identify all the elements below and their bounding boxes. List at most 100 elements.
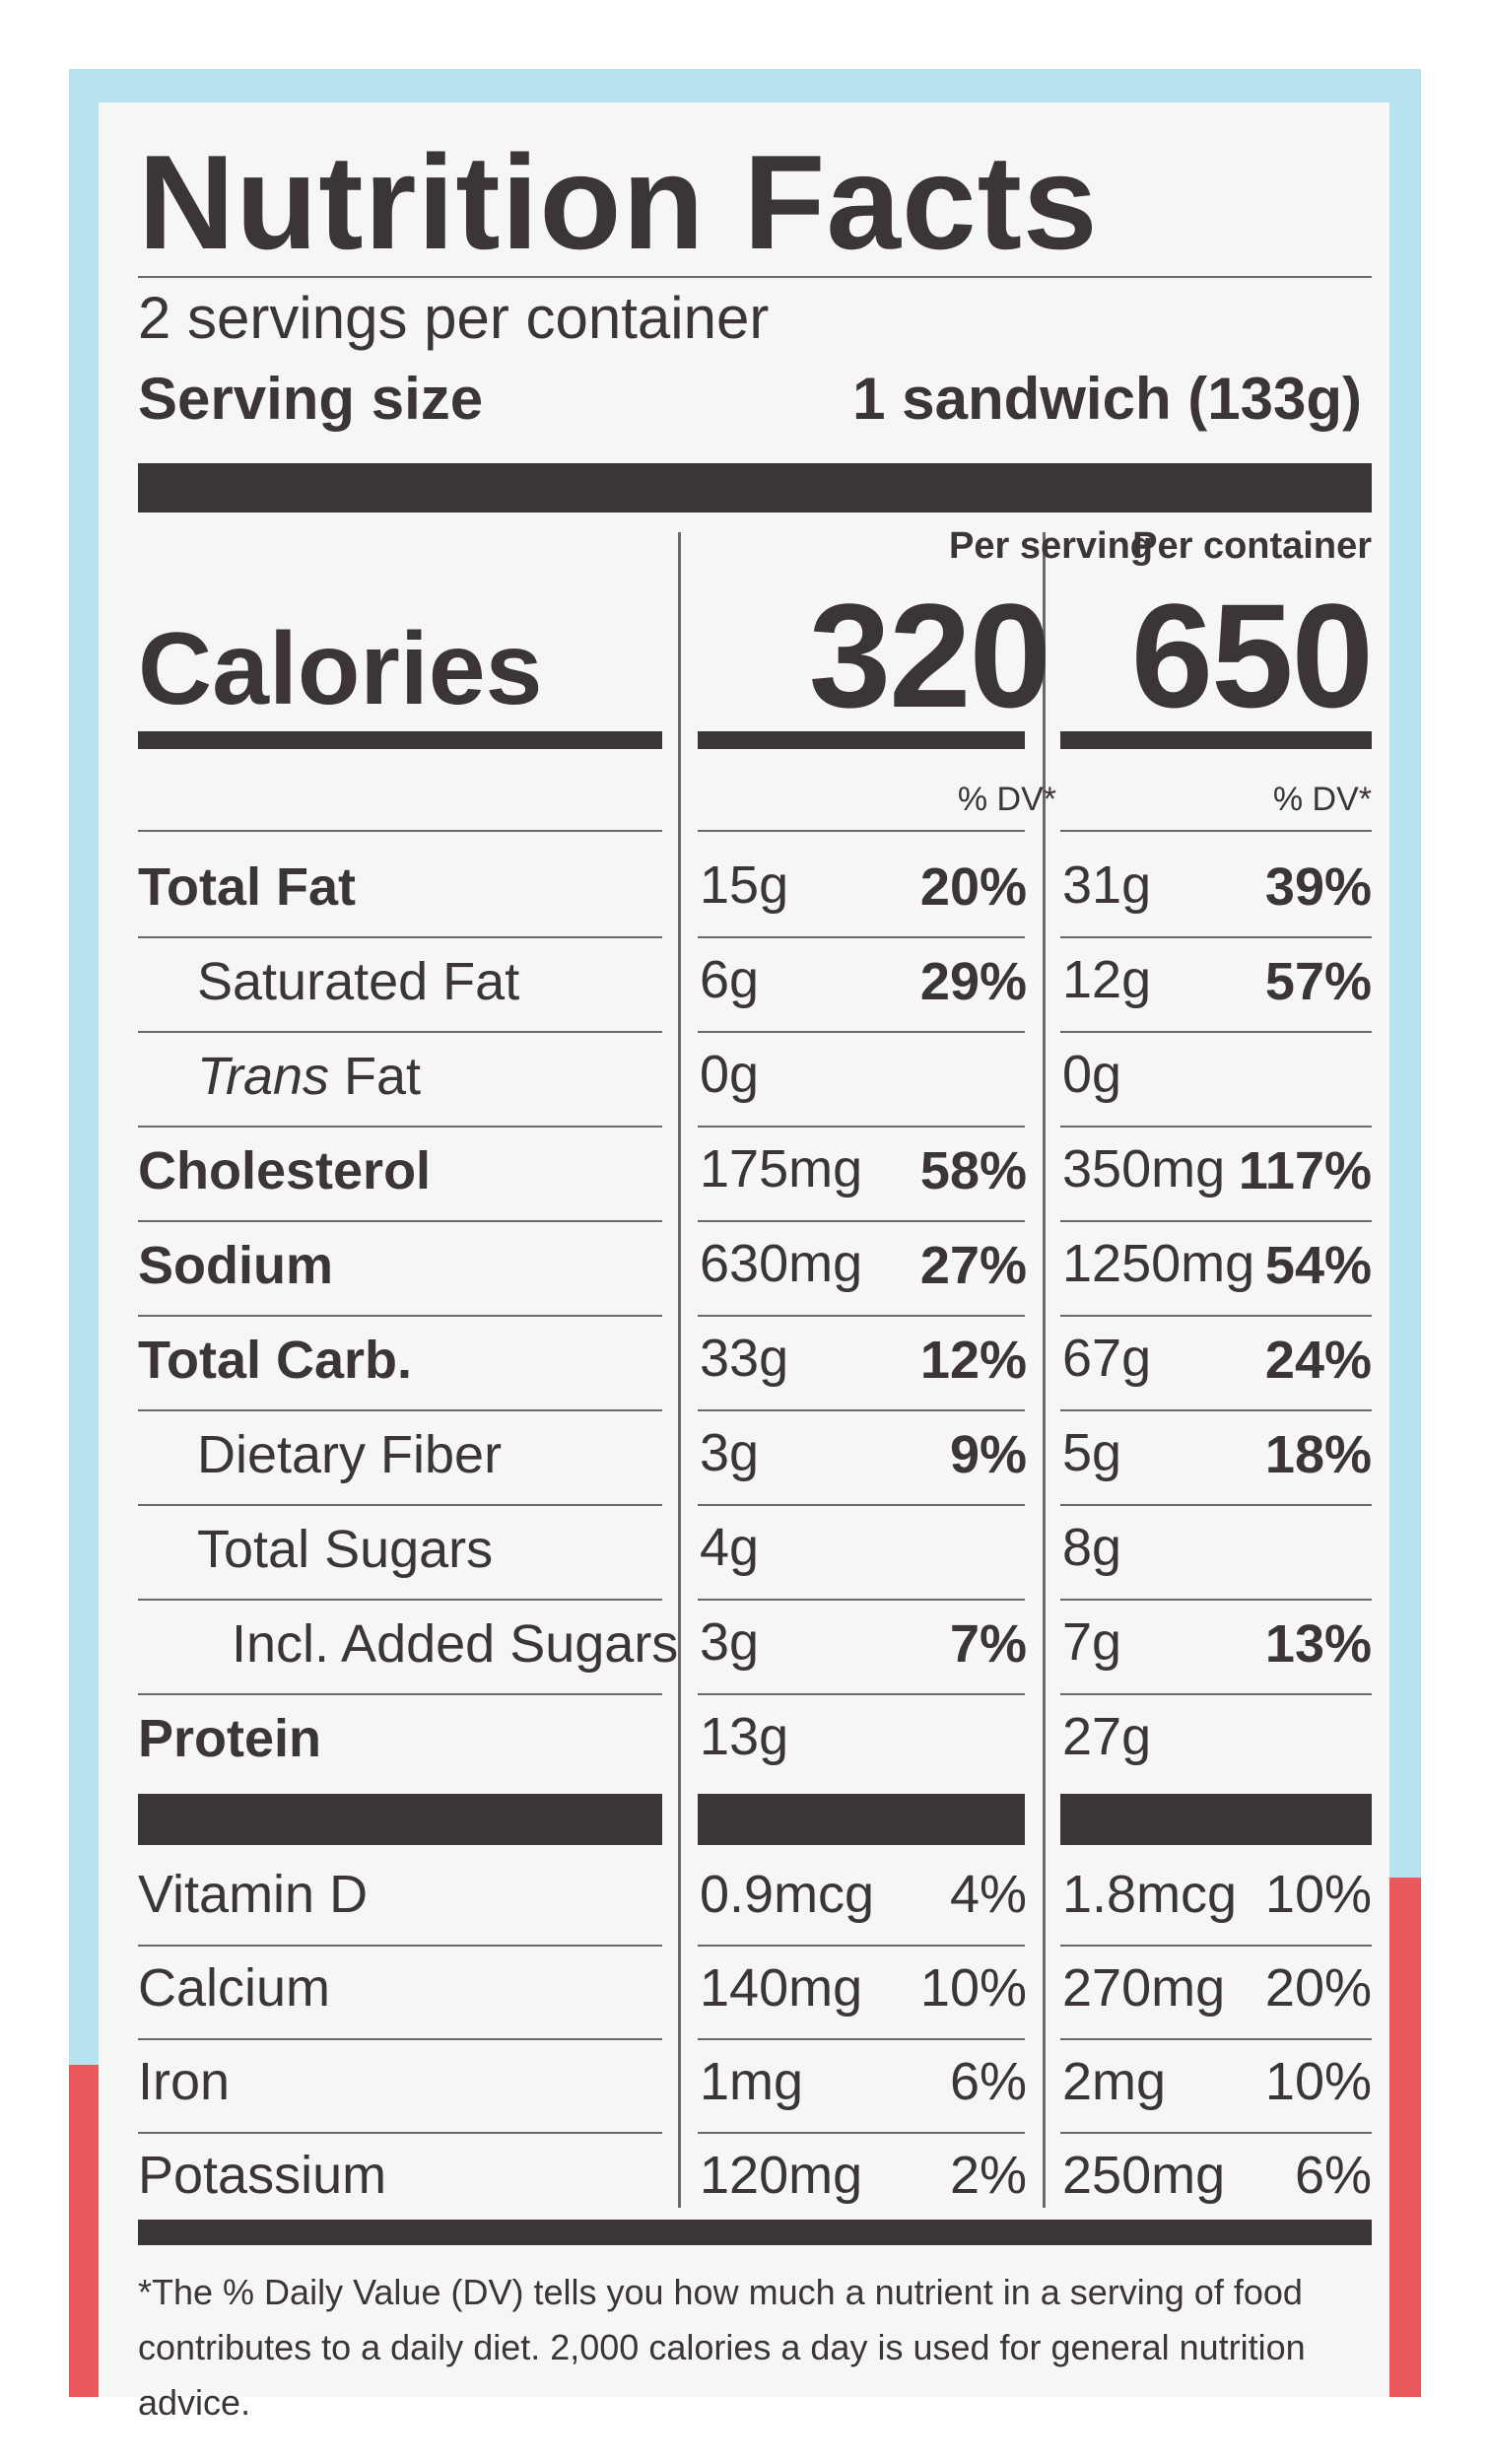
vitamin-container-dv: 10% [1264, 2052, 1372, 2111]
nutrient-name: Trans Fat [197, 1047, 421, 1106]
container-dv: 54% [1264, 1236, 1372, 1295]
container-amount: 8g [1062, 1518, 1122, 1577]
serving-dv: 7% [949, 1614, 1027, 1674]
container-amount: 27g [1062, 1707, 1152, 1766]
footnote: *The % Daily Value (DV) tells you how mu… [138, 2265, 1360, 2430]
vitamin-rule [698, 1945, 1025, 1947]
header-per-container: Per container [1132, 525, 1372, 567]
container-dv: 18% [1264, 1425, 1372, 1484]
thick-bar-top [138, 463, 1372, 513]
dv-rule-3 [1060, 830, 1372, 832]
container-dv: 57% [1264, 952, 1372, 1011]
row-rule [138, 936, 662, 938]
row-rule [1060, 1220, 1372, 1222]
vitamin-rule [1060, 2132, 1372, 2134]
row-rule [1060, 1693, 1372, 1695]
title-rule [138, 276, 1372, 278]
serving-dv: 20% [919, 857, 1027, 917]
thick-bar-bottom [138, 2220, 1372, 2245]
calories-label: Calories [138, 612, 543, 726]
calories-bar-2 [698, 731, 1025, 749]
dv-rule-1 [138, 830, 662, 832]
nutrient-name: Total Carb. [138, 1331, 413, 1390]
footnote-line-2: contributes to a daily diet. 2,000 calor… [138, 2327, 1306, 2423]
serving-dv: 27% [919, 1236, 1027, 1295]
row-rule [138, 1599, 662, 1601]
row-rule [698, 1504, 1025, 1506]
serving-dv: 29% [919, 952, 1027, 1011]
vitamin-name: Calcium [138, 1958, 331, 2018]
vitamin-serving-dv: 4% [949, 1865, 1027, 1924]
row-rule [698, 936, 1025, 938]
serving-size-label: Serving size [138, 366, 484, 432]
dv-header-container: % DV* [1272, 781, 1372, 818]
vitamin-name: Potassium [138, 2146, 387, 2205]
row-rule [138, 1031, 662, 1033]
package-red-stripe-right [1387, 1878, 1421, 2397]
calories-per-container: 650 [1130, 573, 1374, 738]
container-dv: 117% [1238, 1141, 1372, 1200]
nutrient-name: Incl. Added Sugars [232, 1614, 679, 1674]
container-dv: 39% [1264, 857, 1372, 917]
nutrient-name-italic: Trans [197, 1047, 330, 1106]
row-rule [698, 1031, 1025, 1033]
serving-amount: 0g [700, 1045, 760, 1104]
vitamin-name: Iron [138, 2052, 231, 2111]
serving-amount: 33g [700, 1329, 789, 1388]
nutrient-name: Saturated Fat [197, 952, 520, 1011]
row-rule [138, 1220, 662, 1222]
row-rule [138, 1126, 662, 1128]
vitamin-serving-dv: 10% [919, 1958, 1027, 2018]
row-rule [1060, 1315, 1372, 1317]
vitamin-serving-dv: 2% [949, 2146, 1027, 2205]
container-amount: 31g [1062, 856, 1152, 915]
dv-header-serving: % DV* [957, 781, 1056, 818]
serving-dv: 9% [949, 1425, 1027, 1484]
serving-amount: 3g [700, 1423, 760, 1482]
vitamin-bar-3 [1060, 1794, 1372, 1845]
column-divider-1 [678, 532, 681, 2208]
container-amount: 5g [1062, 1423, 1122, 1482]
row-rule [698, 1220, 1025, 1222]
vitamin-rule [138, 2038, 662, 2040]
serving-amount: 6g [700, 950, 760, 1009]
vitamin-serving-amount: 120mg [700, 2146, 863, 2205]
container-amount: 12g [1062, 950, 1152, 1009]
vitamin-bar-1 [138, 1794, 662, 1845]
vitamin-serving-dv: 6% [949, 2052, 1027, 2111]
container-dv: 24% [1264, 1331, 1372, 1390]
row-rule [1060, 1409, 1372, 1411]
vitamin-rule [1060, 1945, 1372, 1947]
nutrient-name: Total Sugars [197, 1520, 494, 1579]
serving-amount: 4g [700, 1518, 760, 1577]
calories-bar-1 [138, 731, 662, 749]
package-red-stripe-left [69, 2065, 102, 2397]
serving-dv: 58% [919, 1141, 1027, 1200]
row-rule [138, 1693, 662, 1695]
container-amount: 350mg [1062, 1139, 1226, 1198]
row-rule [698, 1693, 1025, 1695]
container-amount: 1250mg [1062, 1234, 1255, 1293]
container-amount: 0g [1062, 1045, 1122, 1104]
vitamin-bar-2 [698, 1794, 1025, 1845]
vitamin-serving-amount: 1mg [700, 2052, 804, 2111]
container-amount: 67g [1062, 1329, 1152, 1388]
serving-amount: 3g [700, 1612, 760, 1672]
column-divider-2 [1043, 532, 1046, 2208]
vitamin-serving-amount: 0.9mcg [700, 1865, 875, 1924]
nutrient-name: Dietary Fiber [197, 1425, 503, 1484]
serving-dv: 12% [919, 1331, 1027, 1390]
nutrient-name: Sodium [138, 1236, 333, 1295]
calories-per-serving: 320 [808, 573, 1051, 738]
vitamin-container-amount: 270mg [1062, 1958, 1226, 2018]
vitamin-container-dv: 20% [1264, 1958, 1372, 2018]
container-amount: 7g [1062, 1612, 1122, 1672]
vitamin-rule [138, 2132, 662, 2134]
serving-amount: 15g [700, 856, 789, 915]
vitamin-container-amount: 2mg [1062, 2052, 1167, 2111]
nutrient-name: Total Fat [138, 857, 356, 917]
container-dv: 13% [1264, 1614, 1372, 1674]
serving-amount: 13g [700, 1707, 789, 1766]
vitamin-rule [698, 2132, 1025, 2134]
nutrient-name-rest: Fat [329, 1047, 422, 1106]
